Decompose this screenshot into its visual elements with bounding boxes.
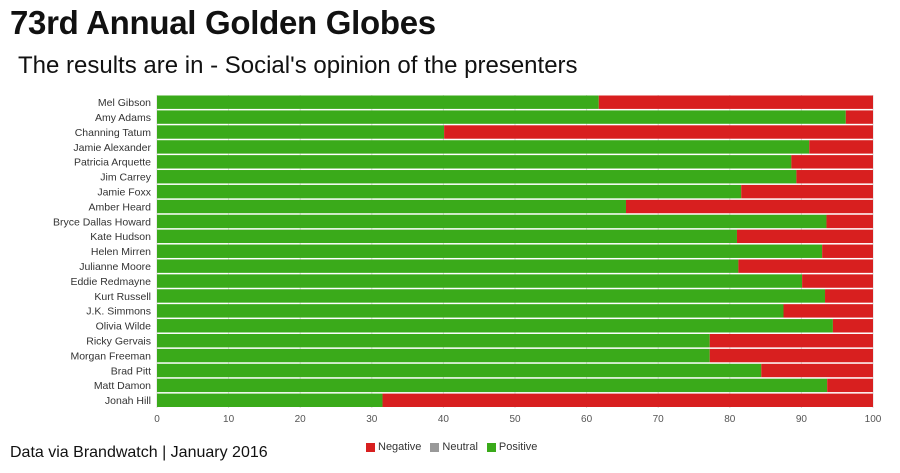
bar-negative: [783, 304, 873, 318]
x-tick-label: 90: [796, 414, 808, 425]
x-tick-label: 40: [438, 414, 450, 425]
category-label: Jamie Foxx: [97, 186, 151, 198]
bar-negative: [827, 378, 873, 393]
category-label: Channing Tatum: [75, 127, 152, 139]
bar-negative: [809, 140, 873, 154]
bar-positive: [157, 170, 797, 184]
bar-positive: [157, 214, 827, 229]
bar-positive: [157, 319, 833, 333]
bar-negative: [625, 199, 873, 214]
bar-positive: [157, 229, 737, 244]
legend-item-negative[interactable]: Negative: [366, 441, 421, 453]
bar-negative: [802, 274, 873, 288]
bar-positive: [157, 125, 445, 139]
legend-label-negative: Negative: [378, 441, 422, 453]
legend-item-neutral[interactable]: Neutral: [430, 441, 478, 453]
bar-negative: [791, 155, 873, 169]
bar-positive: [157, 348, 710, 363]
x-tick-label: 60: [581, 414, 593, 425]
category-label: Kurt Russell: [94, 291, 151, 303]
chart-subtitle: The results are in - Social's opinion of…: [18, 52, 578, 79]
bar-positive: [157, 155, 792, 169]
bar-negative: [826, 214, 873, 229]
category-label: Morgan Freeman: [70, 350, 151, 362]
x-tick-label: 50: [509, 414, 521, 425]
category-label: Mel Gibson: [98, 97, 151, 109]
bar-negative: [382, 393, 873, 407]
bar-negative: [736, 229, 873, 244]
category-label: Eddie Redmayne: [70, 276, 151, 288]
bar-positive: [157, 393, 383, 407]
category-label: Olivia Wilde: [96, 321, 152, 333]
bar-negative: [796, 170, 873, 184]
category-label: Ricky Gervais: [86, 336, 151, 348]
bar-positive: [157, 184, 742, 199]
bar-positive: [157, 259, 739, 273]
x-tick-label: 70: [653, 414, 665, 425]
bar-negative: [825, 289, 873, 303]
category-label: Jamie Alexander: [73, 142, 151, 154]
category-label: Amber Heard: [89, 201, 152, 213]
category-label: Julianne Moore: [79, 261, 151, 273]
bar-negative: [741, 184, 873, 199]
category-label: Amy Adams: [95, 112, 151, 124]
category-label: Jim Carrey: [100, 172, 152, 184]
bar-positive: [157, 378, 828, 393]
legend: Negative Neutral Positive: [366, 441, 537, 453]
x-tick-label: 10: [223, 414, 235, 425]
bar-positive: [157, 199, 626, 214]
bar-positive: [157, 140, 810, 154]
bar-negative: [738, 259, 873, 273]
x-tick-label: 20: [295, 414, 307, 425]
chart-title: 73rd Annual Golden Globes: [10, 4, 436, 41]
bar-negative: [832, 319, 873, 333]
bar-positive: [157, 289, 826, 303]
legend-swatch-negative: [366, 442, 375, 452]
bar-positive: [157, 110, 846, 124]
bar-negative: [822, 244, 873, 258]
category-label: Bryce Dallas Howard: [53, 216, 151, 228]
bar-negative: [444, 125, 873, 139]
category-label: Jonah Hill: [105, 395, 151, 407]
bar-positive: [157, 244, 823, 258]
bar-negative: [845, 110, 873, 124]
bar-positive: [157, 333, 710, 348]
legend-item-positive[interactable]: Positive: [486, 441, 538, 453]
category-label: Patricia Arquette: [74, 157, 151, 169]
bar-positive: [157, 95, 599, 109]
legend-swatch-positive: [486, 442, 496, 452]
category-label: Helen Mirren: [91, 246, 151, 258]
x-tick-label: 30: [366, 414, 378, 425]
x-tick-label: 100: [865, 414, 882, 425]
bar-negative: [709, 333, 873, 348]
bar-negative: [598, 95, 873, 109]
x-tick-label: 80: [724, 414, 736, 425]
category-label: Brad Pitt: [111, 365, 151, 377]
bar-positive: [157, 304, 784, 318]
legend-swatch-neutral: [430, 442, 440, 452]
bar-positive: [157, 363, 762, 378]
legend-label-positive: Positive: [498, 441, 538, 453]
category-label: J.K. Simmons: [86, 306, 151, 318]
bar-negative: [709, 348, 873, 363]
category-label: Kate Hudson: [90, 231, 151, 243]
bar-positive: [157, 274, 803, 288]
bar-negative: [761, 363, 873, 378]
legend-label-neutral: Neutral: [442, 441, 478, 453]
category-label: Matt Damon: [94, 380, 151, 392]
source-footer: Data via Brandwatch | January 2016: [10, 444, 268, 461]
x-tick-label: 0: [154, 414, 160, 425]
